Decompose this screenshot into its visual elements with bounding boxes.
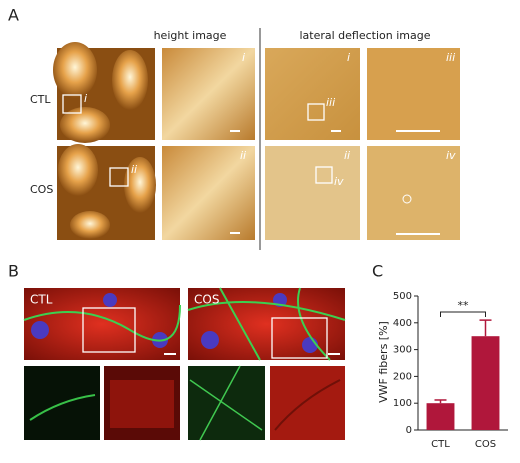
inset-label: ii xyxy=(344,149,350,162)
y-tick-label: 0 xyxy=(406,425,412,436)
inset-label: ii xyxy=(240,149,246,162)
y-axis-label: VWF fibers [%] xyxy=(377,321,390,403)
y-tick-label: 300 xyxy=(393,345,412,356)
y-tick-label: 100 xyxy=(393,398,412,409)
column-header: height image xyxy=(154,29,227,42)
inset-label: i xyxy=(242,51,245,64)
y-tick-label: 500 xyxy=(393,291,412,302)
y-tick-label: 400 xyxy=(393,318,412,329)
inset-label: ii xyxy=(131,163,137,176)
inset-label: iv xyxy=(446,149,456,162)
inset-label: iv xyxy=(334,175,344,188)
row-label: CTL xyxy=(30,93,51,106)
panel-label: C xyxy=(372,262,383,281)
inset-label: i xyxy=(84,92,87,105)
panel-label: A xyxy=(8,6,19,25)
inset-label: iii xyxy=(446,51,455,64)
column-header: lateral deflection image xyxy=(299,29,430,42)
afm-images xyxy=(53,42,460,240)
panel-label: B xyxy=(8,262,19,281)
y-tick-label: 200 xyxy=(393,371,412,382)
x-tick-label: COS xyxy=(475,439,496,450)
bar xyxy=(426,403,455,430)
row-label: COS xyxy=(30,183,53,196)
x-tick-label: CTL xyxy=(431,439,450,450)
significance-bracket xyxy=(440,311,486,317)
inset-label: i xyxy=(347,51,350,64)
fluorescence-images xyxy=(23,287,346,441)
image-tag: COS xyxy=(194,293,219,307)
significance-label: ** xyxy=(458,299,470,312)
image-tag: CTL xyxy=(30,293,53,307)
inset-label: iii xyxy=(326,96,335,109)
bar xyxy=(471,336,500,430)
